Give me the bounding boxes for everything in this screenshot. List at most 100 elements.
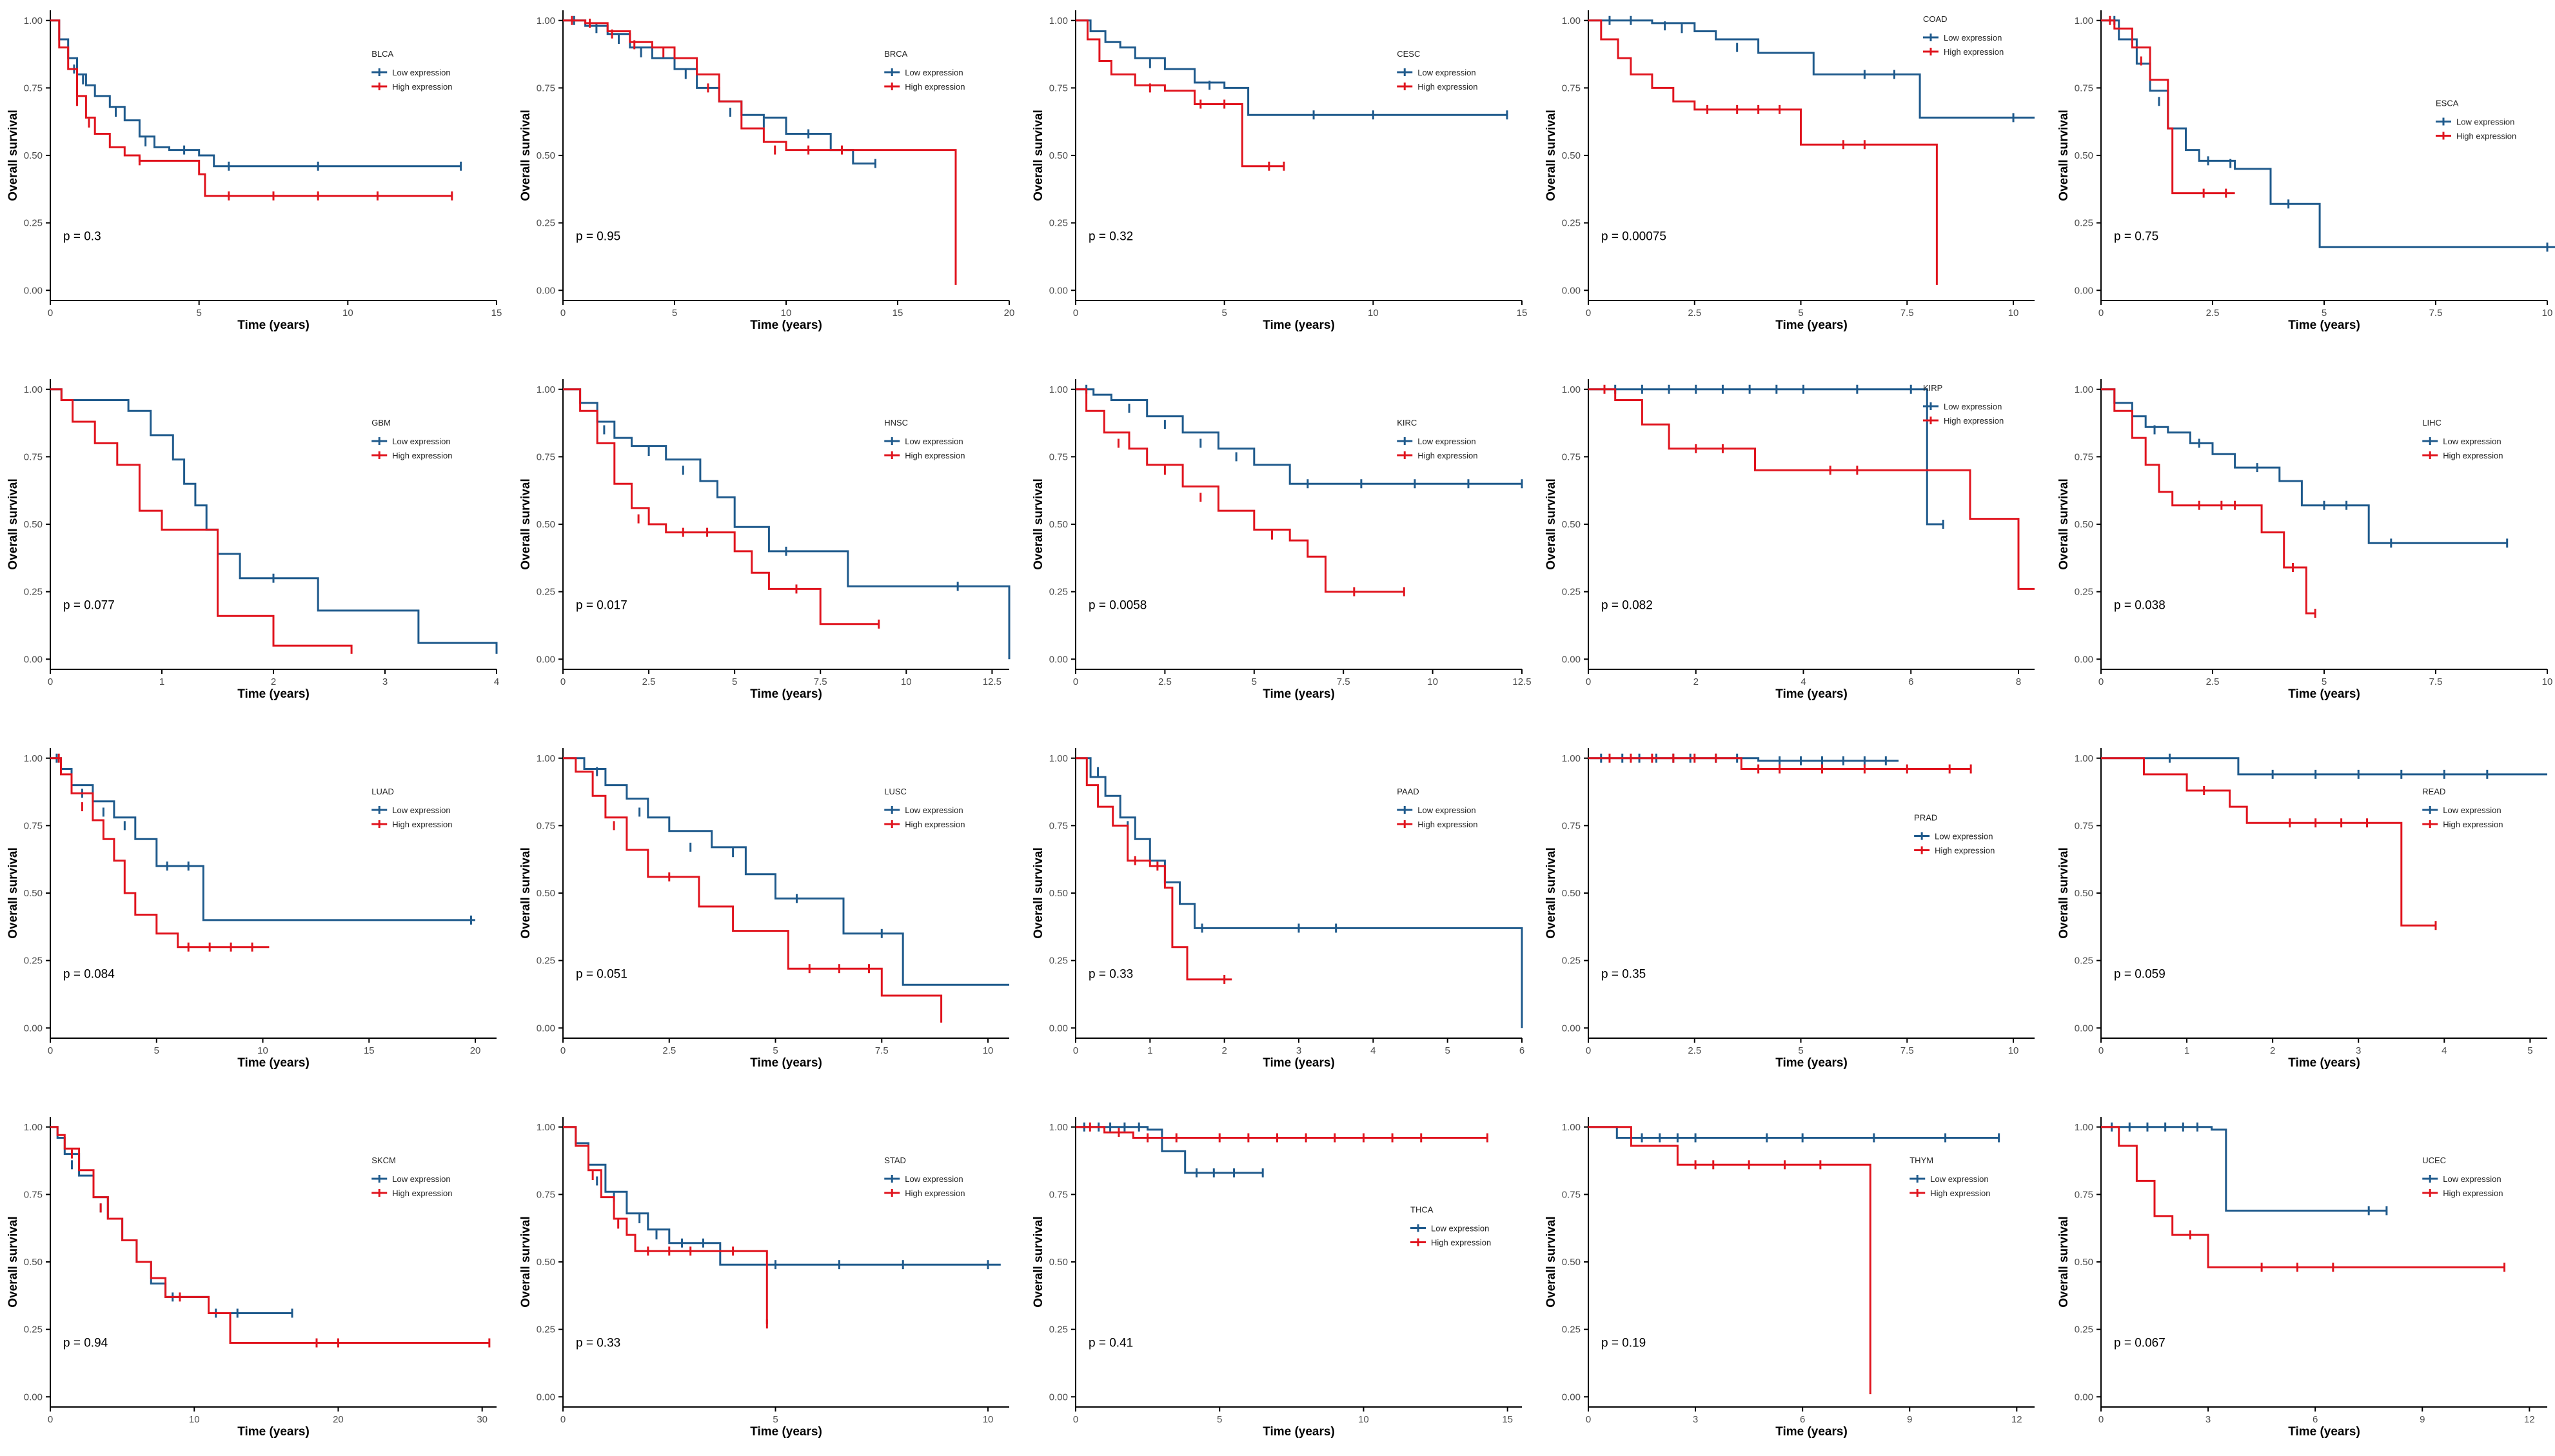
x-tick-label: 8	[2016, 676, 2021, 687]
x-axis-label: Time (years)	[2288, 1425, 2360, 1439]
x-tick-label: 2	[271, 676, 276, 687]
km-panel-hnsc: 0.00 0.25 0.50 0.75 1.00 0 2.5 5 7.5 10 12.5 Time (…	[519, 379, 1011, 701]
x-axis-label: Time (years)	[1775, 1425, 1848, 1439]
y-axis-label: Overall survival	[2057, 847, 2071, 939]
legend-label-low: Low expression	[2443, 1174, 2501, 1184]
legend-label-low: Low expression	[1417, 805, 1475, 815]
x-tick-label: 6	[1908, 676, 1913, 687]
legend-label-low: Low expression	[905, 805, 963, 815]
y-axis-label: Overall survival	[6, 110, 20, 201]
y-tick-label: 0.00	[24, 654, 43, 665]
x-tick-label: 0	[560, 676, 566, 687]
km-panel-blca: 0.00 0.25 0.50 0.75 1.00 0 5 10 15 Time (years) Ov…	[6, 10, 502, 332]
x-tick-label: 7.5	[814, 676, 827, 687]
y-tick-label: 0.00	[24, 1392, 43, 1402]
y-tick-label: 0.50	[1562, 1257, 1581, 1268]
km-panel-stad: 0.00 0.25 0.50 0.75 1.00 0 5 10 Time (years) Over…	[519, 1117, 1009, 1439]
survival-curve-high	[50, 388, 353, 654]
x-tick-label: 2	[1693, 676, 1699, 687]
legend-label-high: High expression	[392, 82, 452, 92]
x-tick-label: 5	[1252, 676, 1257, 687]
survival-curve-low	[1076, 1126, 1263, 1174]
x-tick-label: 12.5	[1512, 676, 1531, 687]
km-panel-thca: 0.00 0.25 0.50 0.75 1.00 0 5 10 15 Time (years) Ov…	[1032, 1117, 1522, 1439]
p-value-label: p = 0.94	[63, 1337, 108, 1350]
y-tick-label: 0.50	[537, 1257, 555, 1268]
x-tick-label: 2.5	[662, 1045, 676, 1056]
x-tick-label: 3	[1693, 1414, 1698, 1425]
y-tick-label: 1.00	[537, 1122, 555, 1133]
y-tick-label: 1.00	[1562, 384, 1581, 395]
legend-label-high: High expression	[1944, 416, 2004, 426]
y-tick-label: 0.00	[537, 654, 555, 665]
x-tick-label: 5	[1217, 1414, 1222, 1425]
survival-curve-low	[563, 1126, 1001, 1266]
survival-curve-high	[1076, 388, 1405, 593]
y-tick-label: 0.75	[1562, 83, 1581, 93]
y-tick-label: 0.50	[1562, 888, 1581, 899]
y-tick-label: 1.00	[2075, 384, 2093, 395]
legend-label-low: Low expression	[1944, 33, 2002, 43]
legend-title: SKCM	[371, 1156, 396, 1165]
x-tick-label: 2.5	[642, 676, 656, 687]
x-tick-label: 10	[2008, 1045, 2019, 1056]
x-tick-label: 12.5	[983, 676, 1001, 687]
y-tick-label: 1.00	[24, 384, 43, 395]
y-tick-label: 0.25	[24, 1324, 43, 1335]
x-tick-label: 3	[2205, 1414, 2211, 1425]
y-tick-label: 0.25	[2075, 956, 2093, 967]
legend-label-high: High expression	[392, 820, 452, 829]
y-axis-label: Overall survival	[2057, 1216, 2071, 1308]
y-axis-label: Overall survival	[6, 1216, 20, 1308]
y-axis-label: Overall survival	[1544, 478, 1558, 570]
y-tick-label: 0.25	[537, 956, 555, 967]
y-axis-label: Overall survival	[519, 110, 533, 201]
x-tick-label: 0	[2098, 1045, 2104, 1056]
x-tick-label: 7.5	[2429, 308, 2443, 319]
y-tick-label: 1.00	[537, 384, 555, 395]
y-axis-label: Overall survival	[519, 1216, 533, 1308]
x-tick-label: 20	[333, 1414, 344, 1425]
p-value-label: p = 0.051	[576, 968, 627, 981]
x-tick-label: 15	[893, 308, 903, 319]
y-tick-label: 0.00	[1562, 654, 1581, 665]
y-tick-label: 0.25	[24, 587, 43, 598]
x-tick-label: 10	[1368, 308, 1379, 319]
x-tick-label: 0	[1073, 308, 1078, 319]
legend-label-low: Low expression	[1944, 402, 2002, 411]
survival-curve-high	[563, 757, 943, 1023]
y-tick-label: 1.00	[1049, 384, 1068, 395]
y-tick-label: 0.25	[24, 218, 43, 229]
y-axis-label: Overall survival	[1032, 847, 1045, 939]
legend-label-high: High expression	[2443, 451, 2503, 460]
y-tick-label: 0.00	[1562, 285, 1581, 296]
y-axis-label: Overall survival	[519, 847, 533, 939]
x-tick-label: 0	[1586, 308, 1591, 319]
legend-label-low: Low expression	[1431, 1224, 1489, 1234]
x-axis-label: Time (years)	[750, 319, 822, 332]
y-tick-label: 0.75	[24, 1189, 43, 1200]
y-axis-label: Overall survival	[519, 478, 533, 570]
y-tick-label: 0.75	[2075, 1189, 2093, 1200]
x-tick-label: 0	[1073, 1045, 1078, 1056]
legend-label-high: High expression	[392, 451, 452, 460]
y-tick-label: 0.25	[1562, 587, 1581, 598]
x-tick-label: 5	[732, 676, 737, 687]
x-tick-label: 0	[2098, 308, 2104, 319]
legend-title: STAD	[884, 1156, 906, 1165]
y-tick-label: 0.75	[537, 1189, 555, 1200]
legend-title: BRCA	[884, 49, 907, 59]
survival-curve-high	[1588, 1126, 1871, 1395]
x-tick-label: 15	[364, 1045, 375, 1056]
y-tick-label: 0.75	[1049, 1189, 1068, 1200]
y-tick-label: 0.00	[1562, 1023, 1581, 1034]
survival-curve-low	[2101, 19, 2555, 248]
km-panel-coad: 0.00 0.25 0.50 0.75 1.00 0 2.5 5 7.5 10 Time (year…	[1544, 10, 2035, 332]
x-axis-label: Time (years)	[1263, 1425, 1335, 1439]
km-panel-esca: 0.00 0.25 0.50 0.75 1.00 0 2.5 5 7.5 10 Time (year…	[2057, 10, 2555, 332]
x-tick-label: 10	[2008, 308, 2019, 319]
y-tick-label: 1.00	[537, 753, 555, 764]
legend-label-high: High expression	[905, 451, 965, 460]
legend-label-high: High expression	[392, 1188, 452, 1198]
km-panel-cesc: 0.00 0.25 0.50 0.75 1.00 0 5 10 15 Time (years) Ov…	[1032, 10, 1527, 332]
